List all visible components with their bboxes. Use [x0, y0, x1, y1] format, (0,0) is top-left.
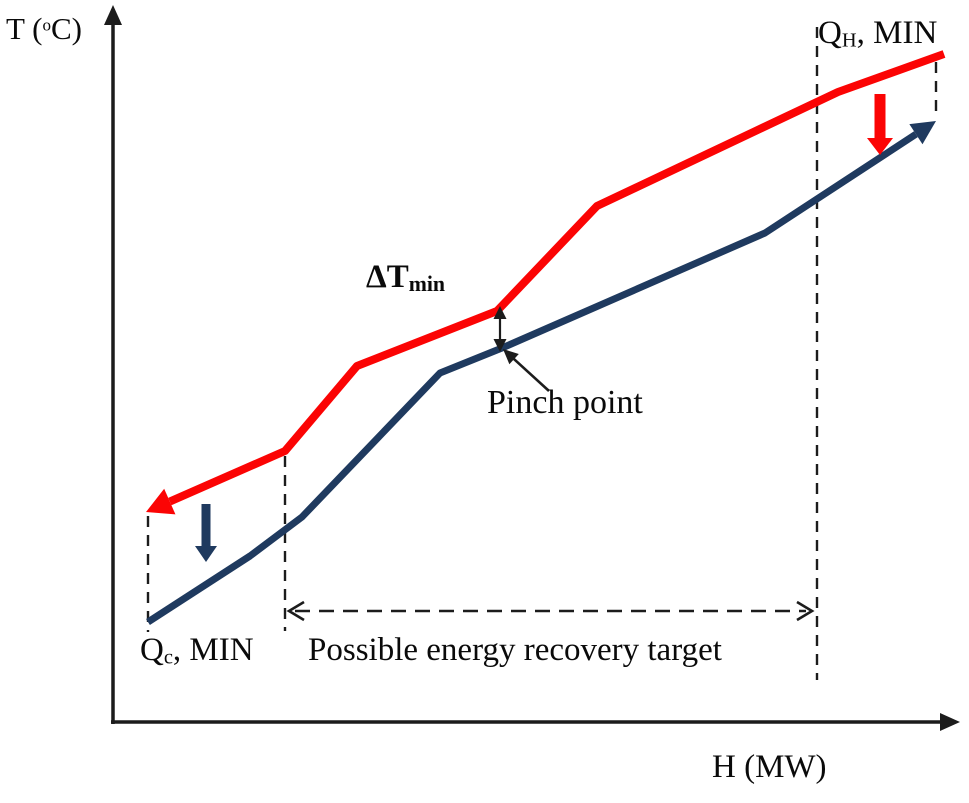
qc-min-label: Qc, MIN: [140, 633, 254, 668]
pinch-pointer-arrowhead: [503, 349, 519, 365]
qc-subscript: c: [163, 646, 173, 669]
pinch-pointer-line: [510, 355, 550, 392]
hot-composite-curve-arrowhead: [146, 488, 176, 515]
pinch-point-label: Pinch point: [487, 384, 643, 421]
cold-utility-reduction-arrow-head: [195, 546, 217, 562]
hot-utility-reduction-arrow-head: [867, 138, 893, 155]
hot-composite-curve: [168, 50, 946, 506]
qh-subscript: H: [841, 29, 857, 52]
qc-min-text: , MIN: [172, 632, 254, 668]
qh-symbol: Q: [818, 15, 842, 51]
delta-t-min-subscript: min: [408, 271, 445, 296]
x-axis-label: H (MW): [712, 749, 827, 785]
y-axis-label-text: T (: [6, 11, 43, 46]
y-axis-label: T (oC): [6, 11, 82, 46]
qh-min-label: QH, MIN: [818, 16, 937, 51]
cold-composite-curve: [146, 131, 918, 625]
dtmin-arrow-bottom-head: [493, 339, 507, 352]
recovery-span-left-arrowhead: [286, 600, 305, 622]
y-axis-degree-superscript: o: [42, 15, 51, 35]
delta-t-min-label: ΔTmin: [366, 260, 445, 295]
y-axis-label-unit: C): [50, 11, 82, 46]
qh-min-text: , MIN: [856, 15, 938, 51]
energy-recovery-target-label: Possible energy recovery target: [308, 632, 722, 668]
dtmin-arrow-top-head: [493, 306, 507, 319]
y-axis-arrowhead: [104, 5, 122, 25]
qc-symbol: Q: [140, 632, 164, 668]
recovery-span-right-arrowhead: [796, 600, 815, 622]
x-axis-arrowhead: [940, 713, 960, 731]
cold-composite-curve-arrowhead: [909, 121, 936, 145]
delta-t-symbol: ΔT: [366, 259, 409, 295]
